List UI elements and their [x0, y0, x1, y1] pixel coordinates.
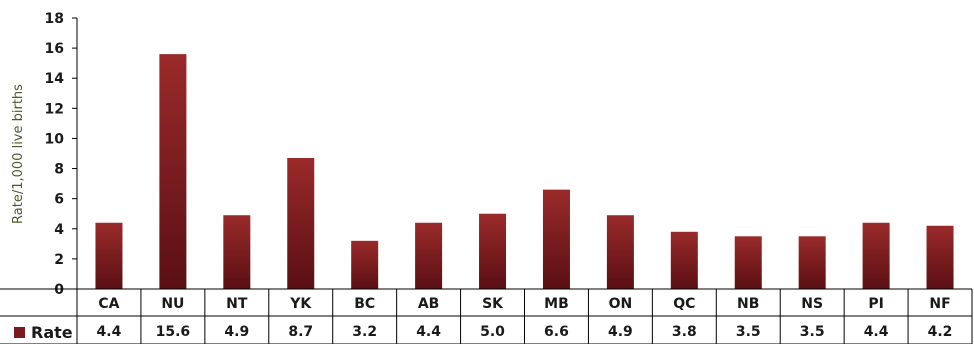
- bar: [798, 236, 826, 289]
- bar: [734, 236, 762, 289]
- bar: [926, 225, 954, 289]
- y-tick-label: 2: [54, 252, 64, 268]
- x-tick-label: NT: [226, 296, 248, 312]
- data-label: 4.9: [608, 324, 633, 340]
- y-tick-label: 18: [45, 11, 64, 27]
- data-label: 3.8: [672, 324, 697, 340]
- bar: [287, 158, 315, 289]
- data-label: 4.4: [97, 324, 122, 340]
- y-tick-label: 4: [54, 222, 64, 238]
- x-tick-label: NF: [929, 296, 950, 312]
- y-axis-label: Rate/1,000 live births: [11, 84, 26, 224]
- y-tick-label: 16: [45, 41, 64, 57]
- x-tick-label: BC: [354, 296, 375, 312]
- bar: [479, 213, 507, 289]
- x-tick-label: MB: [544, 296, 569, 312]
- y-tick-label: 12: [45, 101, 64, 117]
- y-tick-label: 0: [54, 282, 64, 298]
- data-label: 15.6: [156, 324, 191, 340]
- bar: [223, 215, 251, 289]
- bars-group: [95, 54, 954, 290]
- bar: [606, 215, 634, 289]
- bar: [351, 240, 379, 289]
- x-tick-label: PI: [868, 296, 883, 312]
- data-label: 5.0: [480, 324, 505, 340]
- x-tick-label: NS: [801, 296, 823, 312]
- x-tick-label: SK: [482, 296, 504, 312]
- bar: [159, 54, 187, 290]
- x-tick-label: CA: [98, 296, 119, 312]
- legend-label: Rate: [31, 323, 73, 342]
- x-tick-label: NB: [737, 296, 759, 312]
- x-tick-label: AB: [418, 296, 440, 312]
- bar: [862, 222, 890, 289]
- data-label: 3.5: [800, 324, 825, 340]
- x-tick-label: ON: [609, 296, 633, 312]
- y-tick-label: 6: [54, 192, 64, 208]
- data-label: 4.4: [864, 324, 889, 340]
- y-tick-label: 8: [54, 162, 64, 178]
- data-label: 3.2: [352, 324, 377, 340]
- y-tick-label: 14: [45, 71, 65, 87]
- bar: [670, 231, 698, 289]
- y-axis: 0 2 4 6 8 10 12 14 16 18: [45, 11, 78, 298]
- x-tick-label: QC: [673, 296, 695, 312]
- bar: [415, 222, 443, 289]
- data-label: 6.6: [544, 324, 569, 340]
- data-label: 4.4: [416, 324, 441, 340]
- data-label: 3.5: [736, 324, 761, 340]
- bar: [95, 222, 123, 289]
- data-table: CA 4.4 NU 15.6 NT 4.9 YK 8.7 BC 3.2 AB 4.4 SK 5.0 MB 6.…: [0, 288, 973, 344]
- data-label: 4.2: [928, 324, 953, 340]
- y-tick-label: 10: [45, 131, 65, 147]
- x-tick-label: YK: [289, 296, 312, 312]
- legend-swatch: [14, 327, 25, 338]
- bar: [542, 189, 570, 289]
- data-label: 4.9: [224, 324, 249, 340]
- data-label: 8.7: [288, 324, 313, 340]
- x-tick-label: NU: [161, 296, 184, 312]
